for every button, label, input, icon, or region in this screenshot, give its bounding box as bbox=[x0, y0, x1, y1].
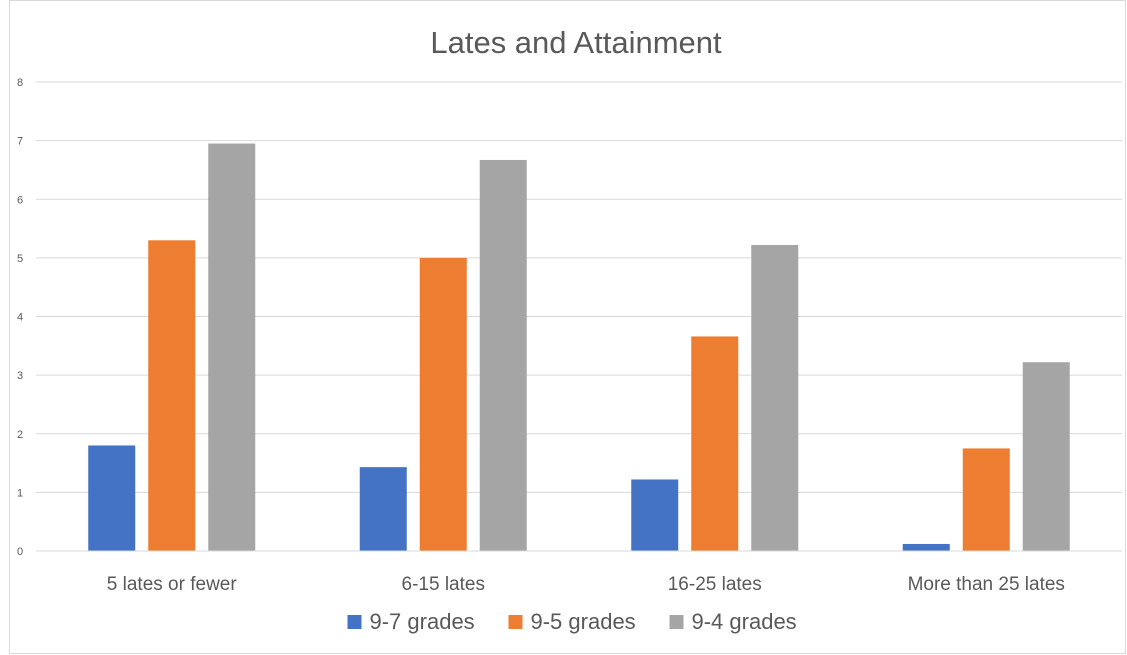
y-tick-label: 6 bbox=[17, 194, 23, 206]
legend-label: 9-5 grades bbox=[531, 609, 636, 634]
bar-9-5-grades bbox=[962, 448, 1010, 551]
bar-9-5-grades bbox=[148, 240, 196, 551]
bars bbox=[88, 143, 1070, 552]
y-tick-label: 8 bbox=[17, 77, 23, 89]
x-tick-label: 6-15 lates bbox=[402, 574, 485, 595]
x-tick-label: 16-25 lates bbox=[668, 574, 762, 595]
bar-9-5-grades bbox=[419, 257, 467, 551]
y-tick-label: 2 bbox=[17, 429, 23, 441]
x-tick-label: 5 lates or fewer bbox=[107, 574, 238, 595]
x-tick-label: More than 25 lates bbox=[908, 574, 1065, 595]
bar-9-7-grades bbox=[631, 479, 679, 551]
y-tick-label: 4 bbox=[17, 312, 23, 324]
y-tick-label: 3 bbox=[17, 370, 23, 382]
y-tick-label: 1 bbox=[17, 487, 23, 499]
legend-swatch bbox=[508, 615, 523, 629]
x-axis-tick-labels: 5 lates or fewer 6-15 lates 16-25 lates Mor… bbox=[107, 574, 1065, 595]
bar-9-4-grades bbox=[208, 143, 256, 551]
legend-swatch bbox=[669, 615, 684, 629]
legend-swatch bbox=[347, 615, 362, 629]
legend: 9-7 grades 9-5 grades 9-4 grades bbox=[347, 609, 797, 634]
chart-title: Lates and Attainment bbox=[430, 25, 722, 60]
bar-9-4-grades bbox=[479, 159, 527, 551]
chart-frame bbox=[9, 0, 1126, 654]
legend-label: 9-7 grades bbox=[370, 609, 475, 634]
legend-label: 9-4 grades bbox=[692, 609, 797, 634]
bar-9-7-grades bbox=[902, 543, 950, 551]
y-tick-label: 5 bbox=[17, 253, 23, 265]
bar-9-5-grades bbox=[691, 336, 739, 551]
bar-9-4-grades bbox=[1022, 362, 1070, 551]
bar-9-7-grades bbox=[88, 445, 136, 551]
y-tick-label: 0 bbox=[17, 546, 23, 558]
y-tick-label: 7 bbox=[17, 136, 23, 148]
bar-9-4-grades bbox=[751, 244, 799, 552]
bar-9-7-grades bbox=[359, 467, 407, 551]
y-axis-tick-labels: 0 1 2 3 4 5 6 7 8 bbox=[17, 77, 23, 558]
